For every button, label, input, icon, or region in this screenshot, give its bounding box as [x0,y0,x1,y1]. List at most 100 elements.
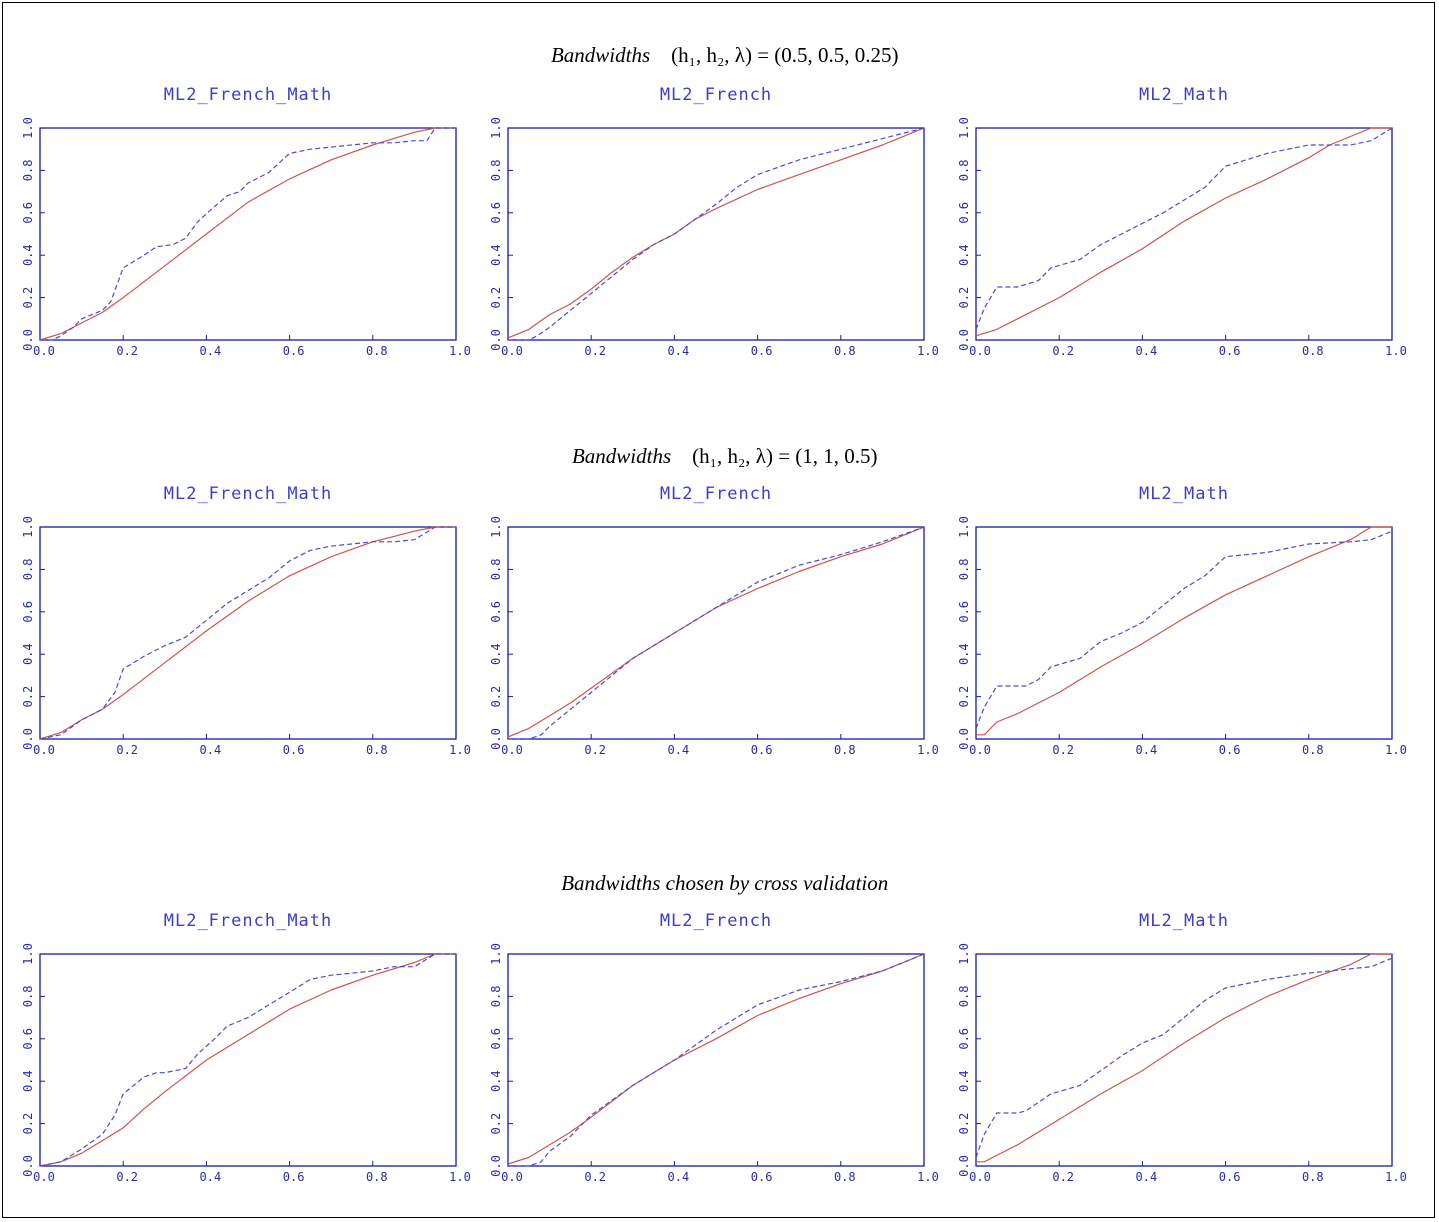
chart-8: ML2_French 0.0 0.2 0.4 0.6 0.8 1.0 0.0 0.2 0.4 0.6… [478,904,948,1194]
chart-5-xtick-label: 0.4 [668,743,690,757]
chart-7-title: ML2_French_Math [164,911,333,931]
chart-2-svg: ML2_French 0.0 0.2 0.4 0.6 0.8 1.0 0.0 0.2 0.4 0.6… [489,85,939,358]
chart-6-xtick-label: 1.0 [1385,743,1407,757]
chart-9-ytick-label: 0.6 [957,1028,971,1050]
chart-3-ytick-label: 0.6 [957,202,971,224]
chart-2-ytick-label: 0.8 [489,160,503,182]
chart-2-series-dashed [508,127,925,341]
chart-4-xtick-label: 0.8 [366,743,388,757]
chart-1-axes [39,127,457,341]
chart-4-series-solid [39,526,456,740]
chart-7: ML2_French_Math 0.0 0.2 0.4 0.6 0.8 1.0 0.0 0.2 0… [10,904,480,1194]
chart-8-xtick-label: 1.0 [917,1170,939,1184]
chart-9-title: ML2_Math [1139,911,1229,931]
chart-6-ytick-label: 0.8 [957,559,971,581]
chart-2-axes [507,127,925,341]
chart-4-ytick-label: 0.8 [21,559,35,581]
chart-5-series-solid [507,526,925,738]
chart-4-ytick-label: 0.4 [21,643,35,665]
chart-9: ML2_Math 0.0 0.2 0.4 0.6 0.8 1.0 0.0 0.2 0.4 0.6 0.… [946,904,1416,1194]
chart-2-ytick-label: 0.6 [489,202,503,224]
chart-4-ytick-label: 0.0 [21,728,35,750]
chart-3-ytick-label: 0.2 [957,287,971,309]
chart-1-series-dashed [40,127,456,341]
chart-1-ytick-label: 0.4 [21,244,35,266]
chart-8-ytick-label: 0.2 [489,1113,503,1135]
chart-7-xtick-label: 0.6 [283,1170,305,1184]
section-title-1-italic: Bandwidths [550,43,651,67]
chart-8-ytick-label: 0.0 [489,1155,503,1177]
chart-4-svg: ML2_French_Math 0.0 0.2 0.4 0.6 0.8 1.0 0.0 0.2 0… [21,484,471,757]
chart-8-xtick-label: 0.8 [834,1170,856,1184]
chart-7-xtick-label: 0.8 [366,1170,388,1184]
chart-9-series-dashed [975,957,1393,1158]
chart-6-series-solid [976,526,1392,736]
chart-6-xtick-label: 0.2 [1052,743,1074,757]
chart-2-ytick-label: 1.0 [489,117,503,139]
chart-9-ytick-label: 0.4 [957,1070,971,1092]
chart-6-axes [975,526,1393,740]
chart-1-ytick-label: 0.2 [21,287,35,309]
chart-3-series-dashed [975,127,1393,330]
chart-4-ytick-label: 0.6 [21,601,35,623]
chart-5-ytick-label: 0.8 [489,559,503,581]
chart-2-ytick-label: 0.4 [489,244,503,266]
section-title-2-formula: (h₁, h₂, λ) = (1, 1, 0.5) [692,444,878,468]
chart-3-ytick-label: 0.0 [957,329,971,351]
chart-5: ML2_French 0.0 0.2 0.4 0.6 0.8 1.0 0.0 0.2 0.4 0.6… [478,477,948,767]
chart-9-xtick-label: 0.6 [1219,1170,1241,1184]
chart-4-xtick-label: 1.0 [449,743,471,757]
chart-7-ytick-label: 0.0 [21,1155,35,1177]
chart-3-xtick-label: 0.0 [969,344,991,358]
section-title-2: Bandwidths (h₁, h₂, λ) = (1, 1, 0.5) [0,419,1439,469]
chart-7-axes [39,953,457,1167]
chart-1-ytick-label: 1.0 [21,117,35,139]
chart-7-xtick-label: 0.2 [116,1170,138,1184]
chart-4-xtick-label: 0.4 [200,743,222,757]
chart-4-xtick-label: 0.6 [283,743,305,757]
chart-5-ytick-label: 0.4 [489,643,503,665]
chart-4-axes [39,526,457,740]
chart-1-xtick-label: 0.4 [200,344,222,358]
section-title-1-formula: (h₁, h₂, λ) = (0.5, 0.5, 0.25) [671,43,899,67]
chart-9-ytick-label: 1.0 [957,943,971,965]
chart-9-ytick-label: 0.8 [957,986,971,1008]
chart-8-series-solid [507,953,925,1165]
chart-6-ytick-label: 0.4 [957,643,971,665]
chart-6: ML2_Math 0.0 0.2 0.4 0.6 0.8 1.0 0.0 0.2 0.4 0.6 0.… [946,477,1416,767]
chart-3: ML2_Math 0.0 0.2 0.4 0.6 0.8 1.0 0.0 0.2 0.4 0.6 0.… [946,78,1416,368]
chart-7-xtick-label: 0.4 [200,1170,222,1184]
chart-3-xtick-label: 0.6 [1219,344,1241,358]
section-title-3-italic: Bandwidths chosen by cross validation [561,871,889,895]
chart-1-ytick-label: 0.6 [21,202,35,224]
chart-6-series-dashed [975,530,1393,729]
chart-6-xtick-label: 0.0 [969,743,991,757]
chart-3-svg: ML2_Math 0.0 0.2 0.4 0.6 0.8 1.0 0.0 0.2 0.4 0.6 0.… [957,85,1407,358]
chart-2-series-solid [507,127,925,339]
chart-4-xtick-label: 0.0 [33,743,55,757]
chart-3-xtick-label: 0.2 [1052,344,1074,358]
chart-8-axes [507,953,925,1167]
chart-5-xtick-label: 0.8 [834,743,856,757]
chart-7-ytick-label: 1.0 [21,943,35,965]
chart-6-ytick-label: 0.6 [957,601,971,623]
chart-6-svg: ML2_Math 0.0 0.2 0.4 0.6 0.8 1.0 0.0 0.2 0.4 0.6 0.… [957,484,1407,757]
chart-6-xtick-label: 0.8 [1302,743,1324,757]
chart-4-xtick-label: 0.2 [116,743,138,757]
chart-8-ytick-label: 1.0 [489,943,503,965]
chart-5-xtick-label: 1.0 [917,743,939,757]
chart-6-ytick-label: 0.2 [957,686,971,708]
chart-4-ytick-label: 1.0 [21,516,35,538]
chart-3-title: ML2_Math [1139,85,1229,105]
chart-4-title: ML2_French_Math [164,484,333,504]
chart-3-ytick-label: 1.0 [957,117,971,139]
chart-1-svg: ML2_French_Math 0.0 0.2 0.4 0.6 0.8 1.0 0.0 0.2 0… [21,85,471,358]
chart-7-ytick-label: 0.8 [21,986,35,1008]
chart-2-ytick-label: 0.0 [489,329,503,351]
chart-8-ytick-label: 0.6 [489,1028,503,1050]
chart-8-series-dashed [508,953,925,1167]
chart-7-xtick-label: 0.0 [33,1170,55,1184]
chart-3-axes [975,127,1393,341]
chart-2-xtick-label: 0.0 [501,344,523,358]
